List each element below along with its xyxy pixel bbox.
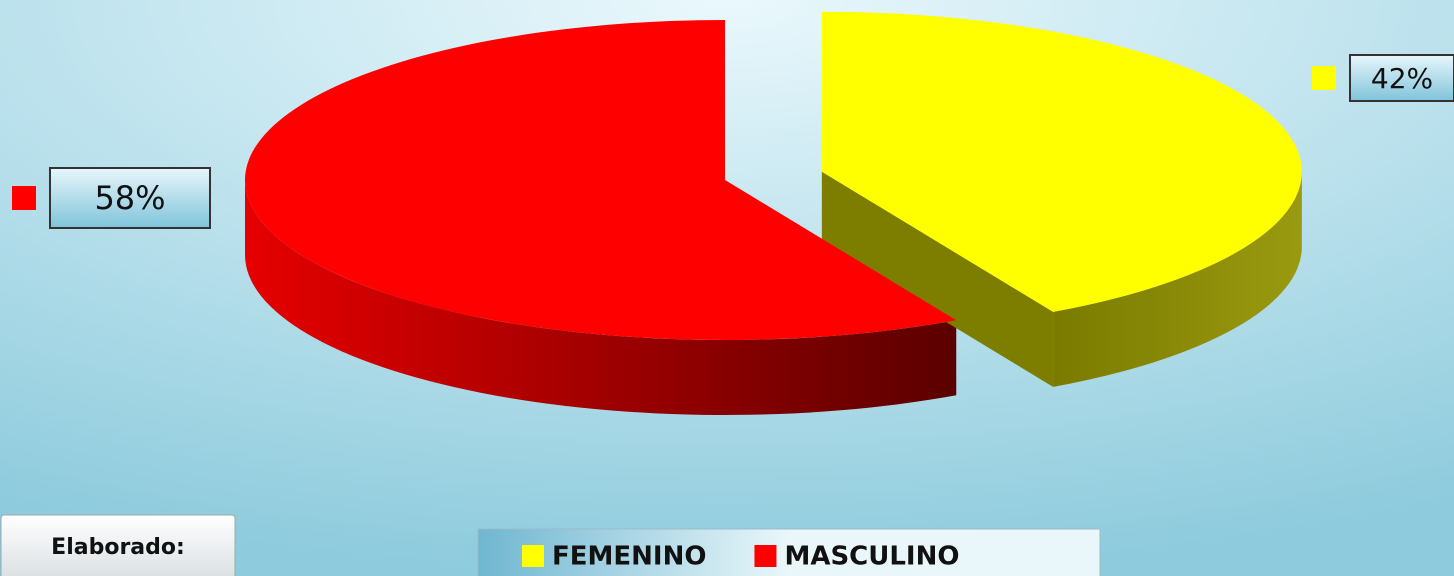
annotation-box bbox=[0, 514, 236, 576]
legend-label: MASCULINO bbox=[784, 542, 959, 572]
legend-key bbox=[522, 545, 544, 567]
annotation: Elaborado: bbox=[51, 535, 185, 560]
value-label: 42% bbox=[1371, 62, 1433, 95]
slice-wall bbox=[821, 171, 1054, 387]
slice-side bbox=[245, 180, 957, 415]
value-labels: 42% 58% bbox=[12, 54, 1454, 229]
legend-box bbox=[477, 528, 1101, 576]
value-label: 58% bbox=[94, 179, 165, 217]
legend-label: FEMENINO bbox=[552, 542, 706, 572]
label-box bbox=[1349, 54, 1454, 102]
slice-side bbox=[1053, 171, 1302, 387]
legend: FEMENINO MASCULINO bbox=[522, 542, 959, 572]
label-key bbox=[1312, 66, 1336, 90]
pie bbox=[245, 11, 1302, 415]
slice bbox=[245, 20, 957, 340]
slice bbox=[821, 11, 1302, 312]
label-key bbox=[12, 186, 36, 210]
legend-key bbox=[754, 545, 777, 567]
label-box bbox=[49, 167, 211, 229]
